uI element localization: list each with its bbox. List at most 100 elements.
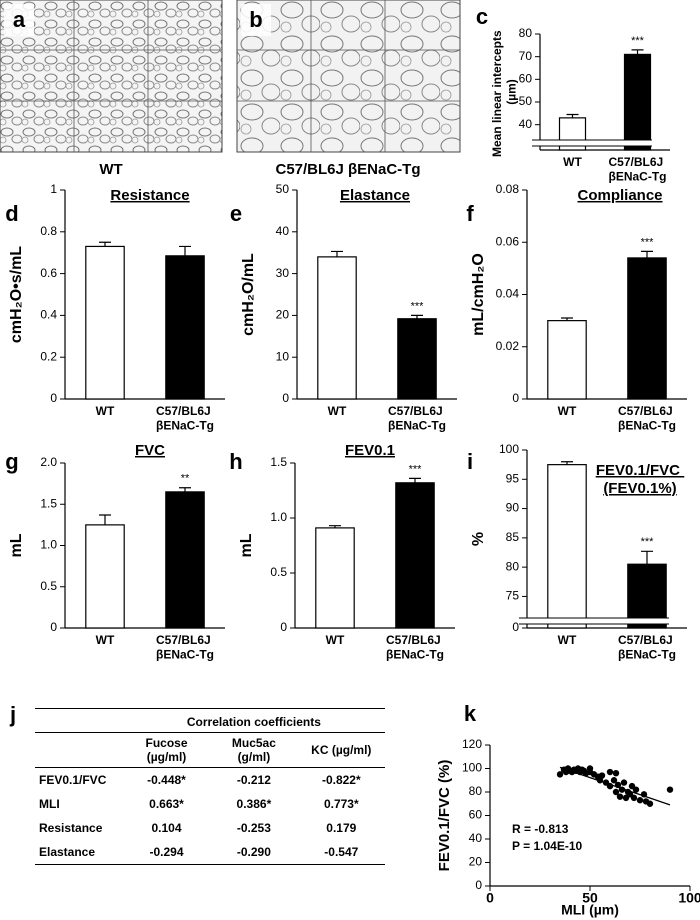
- point: [630, 794, 638, 802]
- cell: -0.294: [122, 840, 211, 865]
- row-header: Elastance: [35, 840, 123, 865]
- y-tick-label: 1: [50, 182, 57, 196]
- column-header: Fucose (µg/ml): [122, 732, 211, 768]
- point: [616, 793, 624, 800]
- table-row: Elastance -0.294 -0.290 -0.547: [35, 840, 385, 865]
- x-tick-label: 100: [678, 890, 700, 906]
- significance: ***: [631, 35, 645, 47]
- point: [620, 779, 628, 786]
- point: [610, 777, 618, 784]
- x-tick-label: WT: [96, 633, 115, 647]
- error-bar: [561, 317, 573, 321]
- y-axis-label: %: [470, 532, 487, 546]
- cell: 0.663*: [149, 797, 184, 811]
- y-tick-label: 1.5: [40, 496, 57, 510]
- error-bar: [641, 550, 653, 565]
- x-tick-label: 0: [486, 890, 494, 906]
- x-tick-label: WT: [326, 633, 345, 647]
- y-tick-label: 0.4: [40, 308, 57, 322]
- bar: [165, 491, 205, 629]
- y-tick-label: 40: [469, 831, 483, 845]
- y-tick-label: 20: [469, 855, 483, 869]
- y-tick-label: 0.2: [40, 349, 57, 363]
- spacer: [35, 732, 123, 768]
- bar: [627, 257, 667, 400]
- y-tick-label: 10: [276, 349, 290, 363]
- y-tick-label: 80: [506, 559, 520, 573]
- y-tick-label: 60: [469, 808, 483, 822]
- significance: ***: [411, 300, 425, 312]
- y-tick-label: 30: [276, 266, 290, 280]
- bar: [397, 318, 437, 400]
- point: [612, 788, 620, 796]
- y-tick-label: 80: [469, 784, 483, 798]
- x-tick-label: 50: [582, 890, 598, 906]
- error-bar: [329, 525, 341, 528]
- panel-letter: a: [13, 7, 26, 32]
- cell: 0.386*: [236, 797, 272, 811]
- panel-letter: f: [466, 201, 474, 226]
- y-tick-label: 100: [499, 442, 519, 456]
- point: [632, 786, 640, 793]
- table-title: Correlation coefficients: [122, 708, 385, 733]
- chart-title: Compliance: [577, 187, 662, 204]
- bar: [85, 245, 125, 400]
- bar: [395, 482, 435, 629]
- x-tick-label: C57/BL6J βENaC-Tg: [388, 404, 446, 432]
- table-row: Resistance 0.104 -0.253 0.179: [35, 816, 385, 840]
- point: [612, 770, 620, 777]
- x-tick-label: WT: [558, 404, 577, 418]
- y-tick-label: 0.06: [496, 234, 520, 248]
- bar: [627, 563, 667, 629]
- point: [556, 771, 564, 778]
- y-tick-label: 0.5: [40, 579, 57, 593]
- error-bar: [99, 514, 111, 525]
- point: [586, 765, 594, 772]
- y-tick-label: 75: [506, 589, 520, 603]
- x-tick-label: C57/BL6J βENaC-Tg: [156, 404, 214, 432]
- error-bar: [566, 113, 579, 118]
- x-axis-label: MLI (µm): [561, 902, 619, 918]
- y-axis-label: mL/cmH₂O: [470, 253, 487, 336]
- point: [636, 797, 644, 804]
- panel-letter: c: [476, 4, 488, 29]
- y-tick-label: 80: [519, 26, 533, 40]
- y-axis-label: cmH₂O•s/mL: [8, 246, 25, 343]
- correlation-table: Correlation coefficients Fucose (µg/ml) M…: [35, 708, 385, 865]
- error-bar: [561, 461, 573, 465]
- significance: ***: [409, 463, 423, 475]
- axis-break: [519, 618, 669, 624]
- y-tick-label: 0.04: [496, 287, 520, 301]
- axis-break: [532, 140, 652, 146]
- x-tick-label: WT: [563, 155, 582, 169]
- error-bar: [631, 49, 644, 55]
- y-tick-label: 100: [462, 761, 482, 775]
- panel-letter: g: [5, 449, 18, 474]
- y-tick-label: 60: [519, 72, 533, 86]
- cell: 0.773*: [323, 797, 359, 811]
- y-tick-label: 0: [282, 391, 289, 405]
- table-row: FEV0.1/FVC -0.448* -0.212 -0.822*: [35, 768, 385, 793]
- chart-title: FEV0.1: [345, 442, 395, 459]
- y-tick-label: 0: [512, 620, 519, 634]
- y-tick-label: 50: [519, 94, 533, 108]
- y-tick-label: 0.6: [40, 266, 57, 280]
- panel-letter: d: [5, 201, 18, 226]
- x-tick-label: C57/BL6J βENaC-Tg: [618, 404, 676, 432]
- y-tick-label: 70: [519, 49, 533, 63]
- cell: -0.212: [236, 773, 271, 787]
- y-axis-label: Mean linear intercepts (µm): [490, 27, 518, 157]
- caption: WT: [99, 161, 122, 178]
- y-tick-label: 1.0: [40, 538, 57, 552]
- y-axis-label: cmH₂O/mL: [240, 253, 257, 336]
- bar: [547, 320, 587, 400]
- cell: -0.822*: [321, 773, 361, 787]
- x-tick-label: WT: [558, 633, 577, 647]
- x-tick-label: C57/BL6J βENaC-Tg: [386, 633, 444, 661]
- significance: **: [181, 473, 190, 485]
- micrograph-b: [236, 0, 461, 153]
- table-row: MLI 0.663* 0.386* 0.773*: [35, 792, 385, 816]
- significance: ***: [641, 536, 655, 548]
- bar: [547, 464, 587, 629]
- y-tick-label: 0: [475, 878, 482, 892]
